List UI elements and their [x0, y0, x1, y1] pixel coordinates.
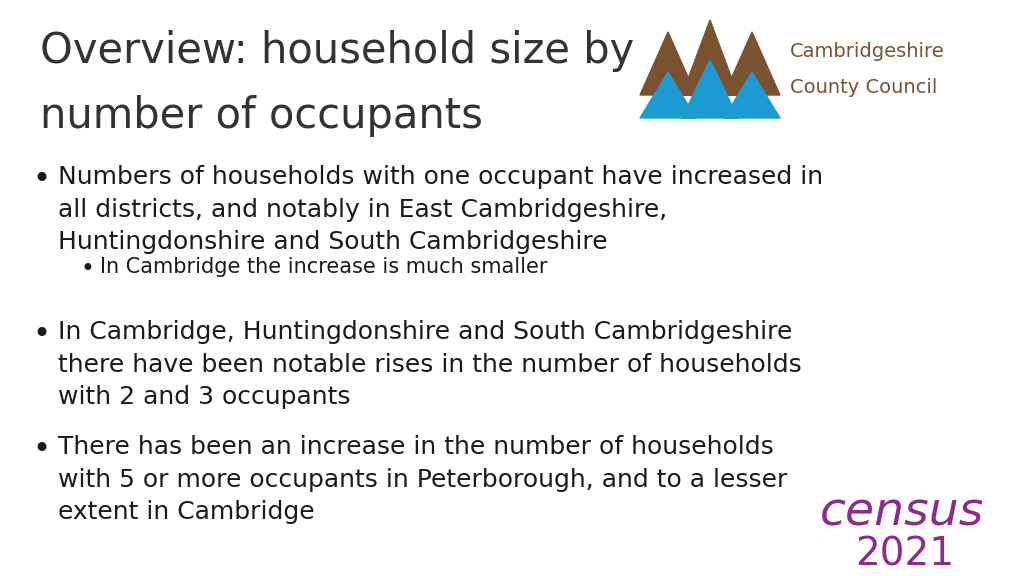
Polygon shape [640, 60, 780, 118]
Text: Cambridgeshire: Cambridgeshire [790, 42, 945, 61]
Text: In Cambridge the increase is much smaller: In Cambridge the increase is much smalle… [100, 257, 548, 277]
Text: •: • [32, 320, 50, 349]
Text: number of occupants: number of occupants [40, 95, 483, 137]
Text: Overview: household size by: Overview: household size by [40, 30, 634, 72]
Text: County Council: County Council [790, 78, 937, 97]
Text: Numbers of households with one occupant have increased in
all districts, and not: Numbers of households with one occupant … [58, 165, 823, 254]
Text: 2021: 2021 [855, 535, 954, 573]
Text: census: census [820, 490, 984, 535]
Polygon shape [640, 20, 780, 95]
Text: •: • [80, 257, 94, 281]
Text: There has been an increase in the number of households
with 5 or more occupants : There has been an increase in the number… [58, 435, 787, 524]
Text: In Cambridge, Huntingdonshire and South Cambridgeshire
there have been notable r: In Cambridge, Huntingdonshire and South … [58, 320, 802, 409]
Text: •: • [32, 435, 50, 464]
Text: •: • [32, 165, 50, 194]
